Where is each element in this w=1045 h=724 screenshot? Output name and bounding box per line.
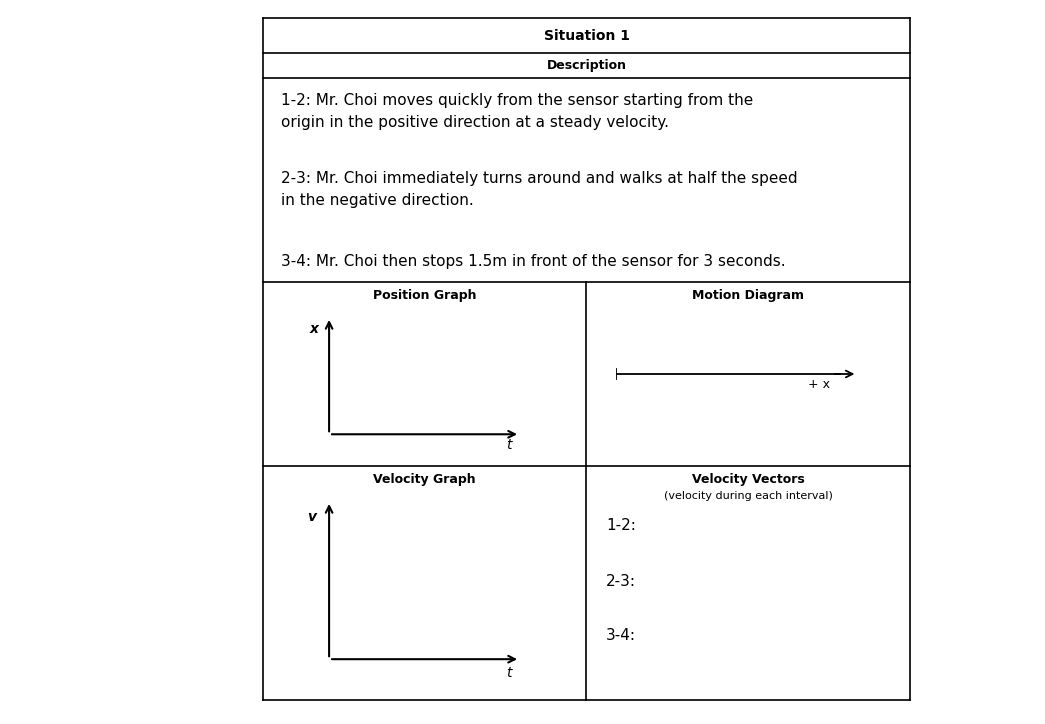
Text: 3-4:: 3-4: — [606, 628, 636, 644]
Text: t: t — [506, 438, 511, 452]
Text: Description: Description — [547, 59, 627, 72]
Text: v: v — [307, 510, 317, 524]
Text: Velocity Graph: Velocity Graph — [373, 473, 475, 487]
Text: (velocity during each interval): (velocity during each interval) — [664, 491, 833, 501]
Text: 1-2:: 1-2: — [606, 518, 635, 534]
Text: Velocity Vectors: Velocity Vectors — [692, 473, 805, 487]
Text: + x: + x — [808, 379, 830, 392]
Text: 2-3: Mr. Choi immediately turns around and walks at half the speed
in the negati: 2-3: Mr. Choi immediately turns around a… — [281, 171, 797, 209]
Text: Motion Diagram: Motion Diagram — [692, 290, 804, 303]
Text: Situation 1: Situation 1 — [543, 28, 629, 43]
Text: 2-3:: 2-3: — [606, 573, 636, 589]
Text: t: t — [506, 666, 511, 681]
Text: 3-4: Mr. Choi then stops 1.5m in front of the sensor for 3 seconds.: 3-4: Mr. Choi then stops 1.5m in front o… — [281, 254, 786, 269]
Text: x: x — [309, 321, 319, 336]
Text: Position Graph: Position Graph — [373, 290, 477, 303]
Text: 1-2: Mr. Choi moves quickly from the sensor starting from the
origin in the posi: 1-2: Mr. Choi moves quickly from the sen… — [281, 93, 753, 130]
